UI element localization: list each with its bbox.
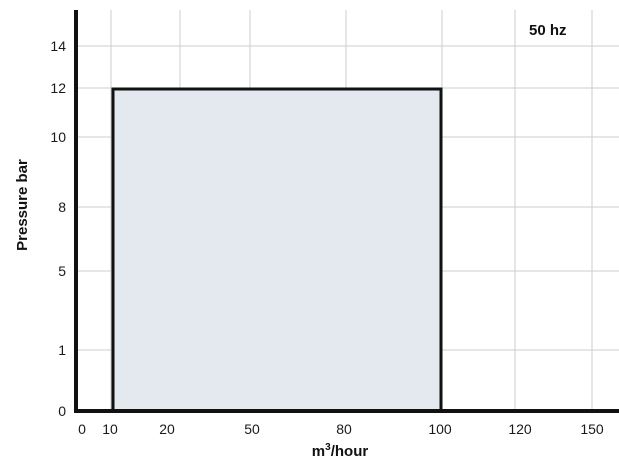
x-tick-label: 50 [244,421,260,437]
x-axis-title-superscript: 3 [325,442,331,453]
x-tick-label: 100 [428,421,452,437]
x-axis-title: m3/hour [312,442,369,460]
frequency-annotation: 50 hz [529,22,567,39]
y-tick-label: 1 [58,342,66,358]
y-tick-label: 5 [58,263,66,279]
x-tick-label: 10 [102,421,118,437]
x-tick-label: 80 [336,421,352,437]
x-tick-label: 20 [159,421,175,437]
y-tick-label: 0 [58,403,66,419]
x-tick-label: 150 [580,421,604,437]
y-tick-label: 12 [50,80,66,96]
x-axis-title-rest: /hour [331,443,369,460]
axes [74,10,619,413]
operating-range-area [111,87,443,413]
y-axis-title: Pressure bar [14,159,31,251]
x-axis-title-base: m [312,443,325,460]
y-tick-label: 8 [58,199,66,215]
y-tick-labels: 0 1 5 8 10 12 14 [50,38,66,419]
y-tick-label: 14 [50,38,66,54]
x-tick-label: 120 [508,421,532,437]
x-tick-labels: 0 10 20 50 80 100 120 150 [78,421,604,437]
x-tick-label: 0 [78,421,86,437]
y-tick-label: 10 [50,129,66,145]
